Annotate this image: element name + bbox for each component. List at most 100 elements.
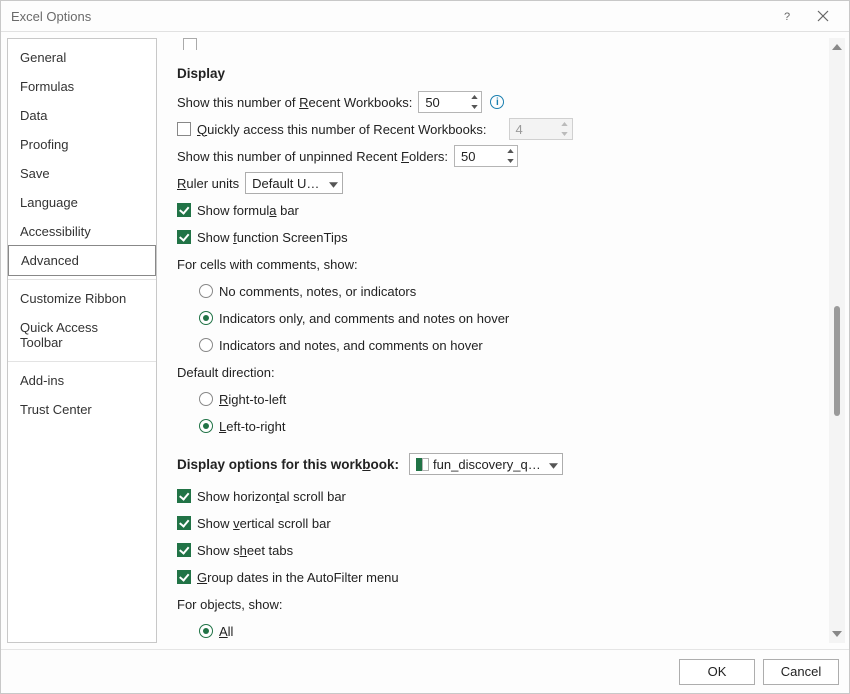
radio-label: Left-to-right: [219, 419, 285, 434]
radio-label: Right-to-left: [219, 392, 286, 407]
radio[interactable]: [199, 284, 213, 298]
sidebar-item-general[interactable]: General: [8, 43, 156, 72]
screentips-label: Show function ScreenTips: [197, 230, 348, 245]
sidebar-item-formulas[interactable]: Formulas: [8, 72, 156, 101]
truncated-prev-option: [177, 38, 815, 50]
radio[interactable]: [199, 624, 213, 638]
cancel-button[interactable]: Cancel: [763, 659, 839, 685]
chevron-down-icon: [329, 176, 338, 191]
sidebar-item-accessibility[interactable]: Accessibility: [8, 217, 156, 246]
spin-up[interactable]: [503, 146, 517, 156]
sidebar-item-proofing[interactable]: Proofing: [8, 130, 156, 159]
recent-folders-row: Show this number of unpinned Recent Fold…: [177, 145, 815, 167]
titlebar: Excel Options ?: [1, 1, 849, 31]
recent-workbooks-label: Show this number of Recent Workbooks:: [177, 95, 412, 110]
comments-heading: For cells with comments, show:: [177, 253, 815, 275]
checkbox[interactable]: [177, 516, 191, 530]
section-workbook-heading: Display options for this workbook: fun_d…: [177, 453, 815, 475]
dialog-footer: OK Cancel: [1, 649, 849, 693]
recent-folders-input[interactable]: 50: [454, 145, 518, 167]
ruler-units-dropdown[interactable]: Default Units: [245, 172, 343, 194]
screentips-checkbox[interactable]: [177, 230, 191, 244]
direction-option: Left-to-right: [177, 415, 815, 437]
spinner: [467, 92, 481, 112]
chevron-down-icon: [549, 457, 558, 472]
truncated-checkbox[interactable]: [183, 38, 197, 50]
main-panel: Display Show this number of Recent Workb…: [157, 32, 849, 649]
workbook-option: Show horizontal scroll bar: [177, 485, 815, 507]
objects-option: All: [177, 620, 815, 642]
spin-down: [558, 129, 572, 139]
workbook-option: Group dates in the AutoFilter menu: [177, 566, 815, 588]
scroll-down-icon[interactable]: [832, 629, 842, 639]
dialog-body: GeneralFormulasDataProofingSaveLanguageA…: [1, 31, 849, 649]
scroll-up-icon[interactable]: [832, 42, 842, 52]
spin-up[interactable]: [467, 92, 481, 102]
direction-radio-group: Right-to-left Left-to-right: [177, 388, 815, 437]
workbook-option: Show vertical scroll bar: [177, 512, 815, 534]
workbook-option: Show sheet tabs: [177, 539, 815, 561]
checkbox-label: Show horizontal scroll bar: [197, 489, 346, 504]
category-sidebar: GeneralFormulasDataProofingSaveLanguageA…: [7, 38, 157, 643]
close-icon: [817, 10, 829, 22]
radio-label: All: [219, 624, 233, 639]
screentips-row: Show function ScreenTips: [177, 226, 815, 248]
scroll-track[interactable]: [829, 52, 845, 629]
close-button[interactable]: [805, 2, 841, 30]
comments-radio-group: No comments, notes, or indicators Indicat…: [177, 280, 815, 356]
recent-folders-label: Show this number of unpinned Recent Fold…: [177, 149, 448, 164]
sidebar-item-add-ins[interactable]: Add-ins: [8, 366, 156, 395]
sidebar-item-customize-ribbon[interactable]: Customize Ribbon: [8, 284, 156, 313]
window-title: Excel Options: [11, 9, 769, 24]
formula-bar-label: Show formula bar: [197, 203, 299, 218]
ruler-units-label: Ruler units: [177, 176, 239, 191]
comments-option: Indicators and notes, and comments on ho…: [177, 334, 815, 356]
recent-workbooks-input[interactable]: 50: [418, 91, 482, 113]
scroll-area: Display Show this number of Recent Workb…: [169, 38, 829, 643]
sidebar-item-advanced[interactable]: Advanced: [8, 245, 156, 276]
help-button[interactable]: ?: [769, 2, 805, 30]
quick-access-input: 4: [509, 118, 573, 140]
quick-access-label: Quickly access this number of Recent Wor…: [197, 122, 487, 137]
quick-access-checkbox[interactable]: [177, 122, 191, 136]
objects-heading: For objects, show:: [177, 593, 815, 615]
checkbox[interactable]: [177, 489, 191, 503]
workbook-options-group: Show horizontal scroll bar Show vertical …: [177, 485, 815, 588]
comments-option: No comments, notes, or indicators: [177, 280, 815, 302]
sidebar-item-data[interactable]: Data: [8, 101, 156, 130]
workbook-dropdown[interactable]: fun_discovery_ques...: [409, 453, 563, 475]
sidebar-separator: [8, 279, 156, 280]
content: Display Show this number of Recent Workb…: [169, 38, 829, 643]
quick-access-row: Quickly access this number of Recent Wor…: [177, 118, 815, 140]
radio[interactable]: [199, 338, 213, 352]
excel-file-icon: [416, 458, 429, 471]
radio-label: No comments, notes, or indicators: [219, 284, 416, 299]
vertical-scrollbar[interactable]: [829, 38, 845, 643]
sidebar-item-trust-center[interactable]: Trust Center: [8, 395, 156, 424]
spin-down[interactable]: [503, 156, 517, 166]
formula-bar-row: Show formula bar: [177, 199, 815, 221]
spin-down[interactable]: [467, 102, 481, 112]
excel-options-dialog: Excel Options ? GeneralFormulasDataProof…: [0, 0, 850, 694]
radio-label: Indicators and notes, and comments on ho…: [219, 338, 483, 353]
checkbox-label: Group dates in the AutoFilter menu: [197, 570, 399, 585]
radio[interactable]: [199, 392, 213, 406]
spin-up: [558, 119, 572, 129]
section-display-heading: Display: [177, 66, 815, 81]
radio[interactable]: [199, 419, 213, 433]
scroll-thumb[interactable]: [834, 306, 840, 416]
radio[interactable]: [199, 311, 213, 325]
checkbox-label: Show sheet tabs: [197, 543, 293, 558]
sidebar-item-language[interactable]: Language: [8, 188, 156, 217]
comments-option: Indicators only, and comments and notes …: [177, 307, 815, 329]
formula-bar-checkbox[interactable]: [177, 203, 191, 217]
direction-heading: Default direction:: [177, 361, 815, 383]
sidebar-item-quick-access-toolbar[interactable]: Quick Access Toolbar: [8, 313, 156, 357]
direction-option: Right-to-left: [177, 388, 815, 410]
info-icon[interactable]: i: [490, 95, 504, 109]
checkbox[interactable]: [177, 543, 191, 557]
checkbox[interactable]: [177, 570, 191, 584]
sidebar-item-save[interactable]: Save: [8, 159, 156, 188]
ruler-units-row: Ruler units Default Units: [177, 172, 815, 194]
ok-button[interactable]: OK: [679, 659, 755, 685]
